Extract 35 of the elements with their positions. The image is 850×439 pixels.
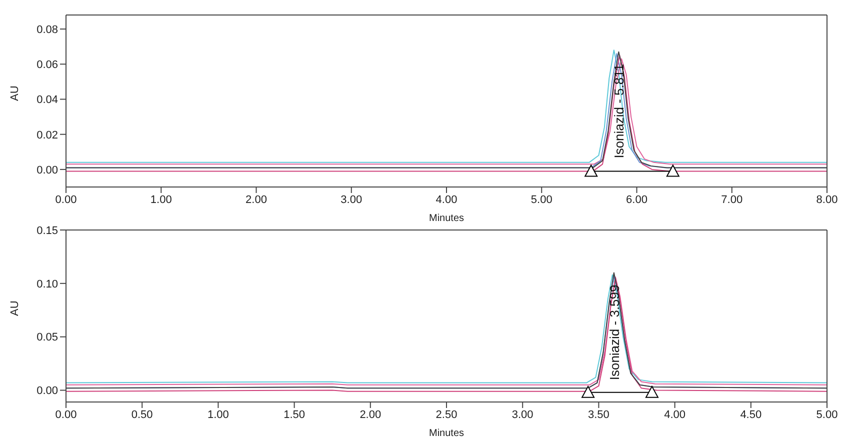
y-tick-label: 0.06 bbox=[36, 59, 58, 72]
x-tick-label: 5.00 bbox=[530, 194, 552, 206]
y-axis-title: AU bbox=[8, 300, 21, 316]
x-tick-label: 0.00 bbox=[55, 194, 77, 206]
y-tick-label: 0.15 bbox=[36, 224, 58, 237]
x-axis-title: Minutes bbox=[428, 213, 464, 224]
x-axis-title: Minutes bbox=[428, 428, 464, 439]
x-tick-label: 6.00 bbox=[626, 194, 648, 206]
y-tick-label: 0.00 bbox=[36, 385, 58, 398]
x-tick-label: 8.00 bbox=[816, 194, 838, 206]
x-tick-label: 4.00 bbox=[436, 194, 458, 206]
x-tick-label: 4.50 bbox=[740, 408, 762, 421]
annotation: Isoniazid - 3.599 bbox=[606, 284, 622, 380]
y-tick-label: 0.00 bbox=[36, 164, 58, 176]
y-tick-label: 0.04 bbox=[36, 94, 58, 106]
x-tick-label: 1.00 bbox=[207, 408, 229, 421]
x-tick-label: 3.00 bbox=[340, 194, 362, 206]
x-tick-label: 2.50 bbox=[436, 408, 458, 421]
x-tick-label: 1.00 bbox=[150, 194, 172, 206]
x-tick-label: 0.50 bbox=[131, 408, 153, 421]
x-tick-label: 2.00 bbox=[246, 194, 267, 206]
x-tick-label: 5.00 bbox=[816, 408, 838, 421]
x-tick-label: 0.00 bbox=[55, 408, 77, 421]
x-tick-label: 4.00 bbox=[664, 408, 686, 421]
y-tick-label: 0.10 bbox=[36, 278, 58, 290]
y-tick-label: 0.02 bbox=[36, 129, 58, 142]
annotation: Isoniazid - 5.811 bbox=[612, 64, 627, 158]
x-tick-label: 7.00 bbox=[721, 194, 743, 206]
x-tick-label: 1.50 bbox=[284, 408, 306, 421]
x-tick-label: 3.00 bbox=[512, 408, 534, 421]
y-tick-label: 0.05 bbox=[36, 332, 58, 344]
y-axis-title: AU bbox=[8, 86, 21, 101]
x-tick-label: 2.00 bbox=[360, 408, 382, 421]
x-tick-label: 3.50 bbox=[588, 408, 610, 421]
y-tick-label: 0.08 bbox=[36, 24, 58, 36]
